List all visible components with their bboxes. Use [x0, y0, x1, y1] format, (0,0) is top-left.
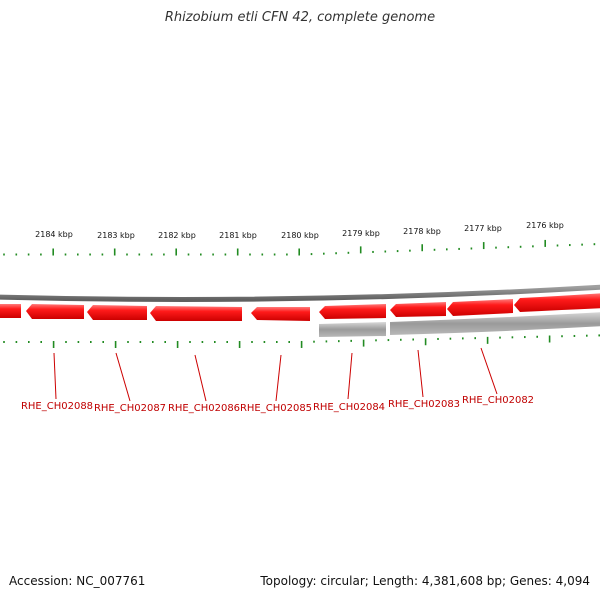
- gene-feature-rhe-ch02086: [150, 306, 242, 321]
- gene-label-leaders: [53, 347, 498, 402]
- scale-label: 2184 kbp: [35, 230, 73, 239]
- gene-label-leader: [347, 352, 353, 400]
- scale-label: 2178 kbp: [403, 227, 441, 236]
- scale-label: 2182 kbp: [158, 231, 196, 240]
- gene-label[interactable]: RHE_CH02087: [94, 403, 166, 414]
- gene-track: [0, 293, 600, 321]
- gene-label[interactable]: RHE_CH02082: [462, 395, 534, 406]
- gene-label-leader: [194, 354, 207, 402]
- gene-feature-rhe-ch02082: [447, 299, 513, 316]
- gene-label-leader: [115, 352, 131, 402]
- gene-feature-partial-left: [0, 304, 21, 318]
- accession-text: Accession: NC_007761: [9, 574, 146, 588]
- gene-label[interactable]: RHE_CH02088: [21, 401, 93, 412]
- gene-feature-partial-right: [514, 293, 600, 312]
- gene-label[interactable]: RHE_CH02084: [313, 402, 385, 413]
- topology-text: Topology: circular; Length: 4,381,608 bp…: [260, 574, 590, 588]
- gene-label-leader: [53, 352, 57, 400]
- gene-labels: RHE_CH02088 RHE_CH02087 RHE_CH02086 RHE_CH0…: [21, 395, 534, 414]
- gene-feature-rhe-ch02083: [390, 302, 446, 317]
- scale-label: 2181 kbp: [219, 231, 257, 240]
- gene-feature-rhe-ch02088: [26, 304, 84, 319]
- gene-label[interactable]: RHE_CH02083: [388, 399, 460, 410]
- scale-label: 2180 kbp: [281, 231, 319, 240]
- gene-label-leader: [275, 354, 282, 402]
- gene-feature-rhe-ch02085: [251, 307, 310, 321]
- gene-label-leader: [480, 347, 498, 395]
- secondary-feature-1: [319, 322, 386, 337]
- secondary-features: [319, 312, 600, 337]
- scale-label: 2183 kbp: [97, 231, 135, 240]
- scale-label: 2179 kbp: [342, 229, 380, 238]
- scale-label: 2177 kbp: [464, 224, 502, 233]
- gene-label-leader: [417, 349, 424, 398]
- gene-label[interactable]: RHE_CH02086: [168, 403, 240, 414]
- scale-labels: 2184 kbp 2183 kbp 2182 kbp 2181 kbp 2180 kbp…: [35, 221, 564, 240]
- secondary-feature-2: [390, 312, 600, 335]
- map-title: Rhizobium etli CFN 42, complete genome: [164, 10, 436, 25]
- gene-feature-rhe-ch02087: [87, 305, 147, 320]
- lower-scale-ticks: [3, 334, 600, 348]
- upper-scale-ticks: [3, 239, 596, 256]
- gene-label[interactable]: RHE_CH02085: [240, 403, 312, 414]
- genome-backbone: [0, 284, 600, 302]
- gene-feature-rhe-ch02084: [319, 304, 386, 319]
- scale-label: 2176 kbp: [526, 221, 564, 230]
